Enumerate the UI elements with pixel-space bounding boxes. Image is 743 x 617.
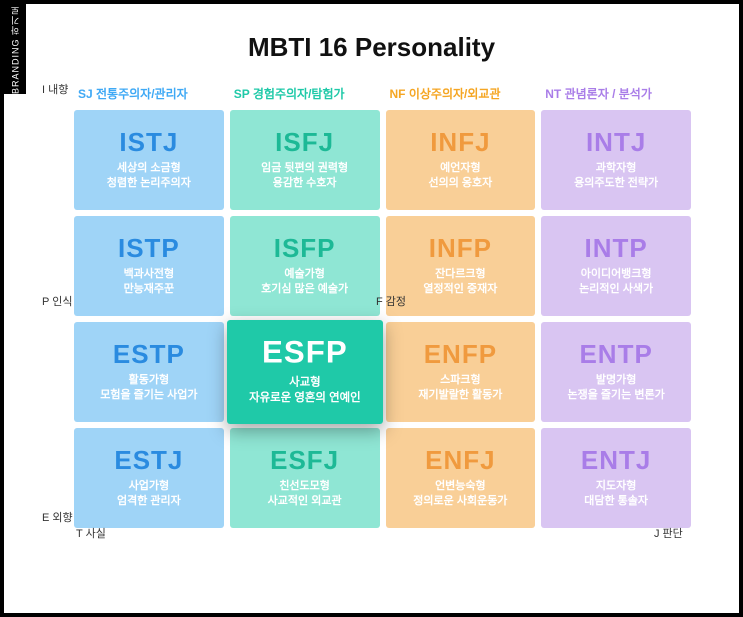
col-header-nf: NF 이상주의자/외교관 (386, 85, 536, 102)
mbti-code: INFP (429, 235, 492, 261)
mbti-subtitle-2: 청렴한 논리주의자 (107, 176, 191, 191)
mbti-subtitle-1: 예술가형 (284, 267, 324, 282)
mbti-code: ESFP (262, 337, 348, 368)
mbti-cell-entj: ENTJ 지도자형대담한 통솔자 (541, 428, 691, 528)
mbti-code: ESTJ (114, 447, 183, 473)
mbti-subtitle-2: 모험을 즐기는 사업가 (100, 388, 197, 403)
mbti-subtitle-2: 정의로운 사회운동가 (413, 494, 507, 509)
col-header-sj: SJ 전통주의자/관리자 (74, 85, 224, 102)
mbti-code: ENFP (424, 341, 497, 367)
mbti-cell-estp: ESTP 활동가형모험을 즐기는 사업가 (74, 322, 224, 422)
mbti-cell-isfp: ISFP 예술가형호기심 많은 예술가 (230, 216, 380, 316)
mbti-subtitle-2: 열정적인 중재자 (423, 282, 497, 297)
mbti-code: ENTJ (581, 447, 651, 473)
mbti-subtitle-1: 백과사전형 (124, 267, 175, 282)
mbti-subtitle-1: 친선도모형 (279, 479, 330, 494)
mbti-cell-intp: INTP 아이디어뱅크형논리적인 사색가 (541, 216, 691, 316)
mbti-subtitle-1: 활동가형 (129, 373, 169, 388)
mbti-subtitle-1: 지도자형 (596, 479, 636, 494)
mbti-cell-entp: ENTP 발명가형논쟁을 즐기는 변론가 (541, 322, 691, 422)
mbti-subtitle-2: 재기발랄한 활동가 (418, 388, 502, 403)
axis-f: F 감정 (376, 293, 406, 309)
mbti-subtitle-2: 용의주도한 전략가 (574, 176, 658, 191)
mbti-grid: ISTJ 세상의 소금형청렴한 논리주의자 ISFJ 임금 뒷편의 권력형용감한 수호… (74, 110, 691, 528)
mbti-code: ESFJ (270, 447, 339, 473)
branding-side-tab: BRANDING 하기로 (4, 4, 26, 94)
mbti-subtitle-1: 언변능숙형 (435, 479, 486, 494)
mbti-cell-intj: INTJ 과학자형용의주도한 전략가 (541, 110, 691, 210)
mbti-cell-isfj: ISFJ 임금 뒷편의 권력형용감한 수호자 (230, 110, 380, 210)
mbti-subtitle-1: 과학자형 (596, 161, 636, 176)
mbti-subtitle-2: 자유로운 영혼의 연예인 (249, 391, 361, 407)
page-title: MBTI 16 Personality (4, 32, 739, 63)
axis-i: I 내향 (42, 81, 68, 97)
mbti-subtitle-1: 잔다르크형 (435, 267, 486, 282)
mbti-cell-enfp: ENFP 스파크형재기발랄한 활동가 (386, 322, 536, 422)
col-header-nt: NT 관념론자 / 분석가 (541, 85, 691, 102)
mbti-code: ENFJ (425, 447, 495, 473)
mbti-cell-esfp: ESFP 사교형자유로운 영혼의 연예인 (227, 320, 383, 424)
col-header-sp: SP 경험주의자/탐험가 (230, 85, 380, 102)
mbti-cell-esfj: ESFJ 친선도모형사교적인 외교관 (230, 428, 380, 528)
mbti-subtitle-1: 예언자형 (440, 161, 480, 176)
mbti-subtitle-1: 세상의 소금형 (117, 161, 181, 176)
axis-t: T 사실 (76, 525, 106, 541)
mbti-cell-istp: ISTP 백과사전형만능재주꾼 (74, 216, 224, 316)
mbti-code: INFJ (430, 129, 490, 155)
mbti-subtitle-2: 용감한 수호자 (273, 176, 337, 191)
mbti-subtitle-2: 만능재주꾼 (124, 282, 175, 297)
mbti-subtitle-2: 논리적인 사색가 (579, 282, 653, 297)
mbti-chart: SJ 전통주의자/관리자 SP 경험주의자/탐험가 NF 이상주의자/외교관 N… (74, 85, 691, 528)
mbti-subtitle-2: 논쟁을 즐기는 변론가 (568, 388, 665, 403)
column-headers-row: SJ 전통주의자/관리자 SP 경험주의자/탐험가 NF 이상주의자/외교관 N… (74, 85, 691, 102)
mbti-subtitle-2: 호기심 많은 예술가 (261, 282, 348, 297)
mbti-subtitle-1: 발명가형 (596, 373, 636, 388)
mbti-cell-enfj: ENFJ 언변능숙형정의로운 사회운동가 (386, 428, 536, 528)
mbti-cell-infp: INFP 잔다르크형열정적인 중재자 (386, 216, 536, 316)
mbti-subtitle-1: 아이디어뱅크형 (581, 267, 652, 282)
mbti-subtitle-1: 임금 뒷편의 권력형 (261, 161, 348, 176)
mbti-cell-estj: ESTJ 사업가형엄격한 관리자 (74, 428, 224, 528)
mbti-code: ISFJ (275, 129, 334, 155)
axis-p: P 인식 (42, 293, 72, 309)
mbti-code: ISTP (118, 235, 180, 261)
mbti-code: ISFP (274, 235, 336, 261)
mbti-subtitle-1: 사업가형 (129, 479, 169, 494)
mbti-cell-infj: INFJ 예언자형선의의 옹호자 (386, 110, 536, 210)
mbti-subtitle-2: 엄격한 관리자 (117, 494, 181, 509)
mbti-code: INTP (585, 235, 648, 261)
mbti-subtitle-1: 사교형 (289, 375, 321, 391)
mbti-code: INTJ (586, 129, 646, 155)
mbti-code: ISTJ (119, 129, 178, 155)
axis-j: J 판단 (654, 525, 683, 541)
mbti-subtitle-2: 선의의 옹호자 (428, 176, 492, 191)
axis-e: E 외향 (42, 509, 73, 525)
mbti-subtitle-1: 스파크형 (440, 373, 480, 388)
mbti-code: ESTP (113, 341, 185, 367)
mbti-code: ENTP (579, 341, 652, 367)
mbti-subtitle-2: 대담한 통솔자 (584, 494, 648, 509)
mbti-cell-istj: ISTJ 세상의 소금형청렴한 논리주의자 (74, 110, 224, 210)
mbti-subtitle-2: 사교적인 외교관 (268, 494, 342, 509)
